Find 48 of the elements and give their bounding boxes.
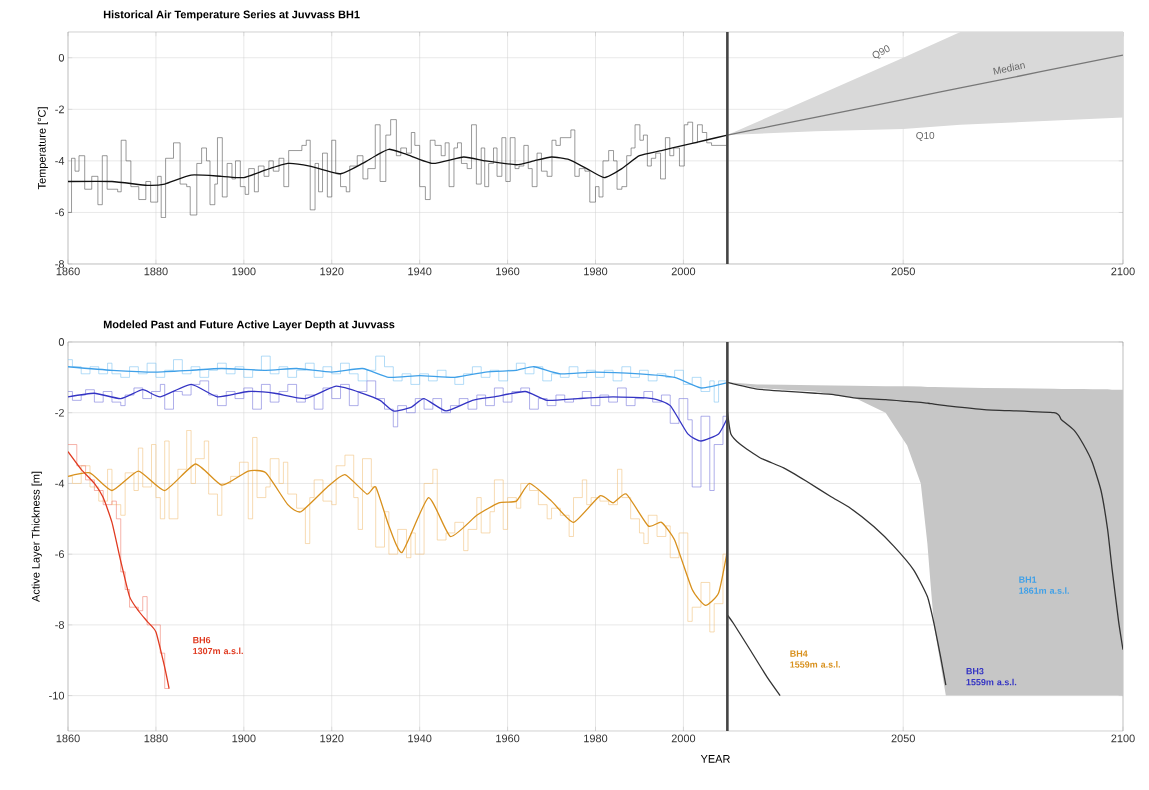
x-tick-label: 2100 xyxy=(1111,267,1135,276)
text: BH3 1559m a.s.l. xyxy=(966,668,1017,686)
y-tick-label: -4 xyxy=(55,157,65,165)
y-tick-label: -8 xyxy=(55,621,64,629)
x-tick-label: 1900 xyxy=(232,267,256,276)
x-tick-label: 2050 xyxy=(891,267,915,276)
x-tick-label: 1920 xyxy=(320,734,344,743)
text: BH1 1861m a.s.l. xyxy=(1019,576,1069,594)
y-axis-title: Temperature [°C] xyxy=(37,107,48,190)
annotation: Q10 xyxy=(916,131,935,141)
y-tick-label: -6 xyxy=(55,550,64,559)
x-tick-label: 2100 xyxy=(1111,734,1135,743)
chart-title: Historical Air Temperature Series at Juvvass BH1 xyxy=(103,10,360,21)
chart-title: Modeled Past and Future Active Layer Depth at Juvvass xyxy=(103,320,395,331)
y-tick-label: 0 xyxy=(58,338,65,346)
x-tick-label: 1940 xyxy=(408,734,432,743)
x-tick-label: 1920 xyxy=(320,267,344,276)
text: BH4 1559m a.s.l. xyxy=(790,650,840,668)
line-series xyxy=(68,383,729,442)
x-tick-label: 1900 xyxy=(232,734,256,743)
y-tick-label: -4 xyxy=(55,479,65,488)
y-tick-label: -8 xyxy=(55,260,64,268)
text: BH6 1307m a.s.l. xyxy=(193,636,243,655)
annotation: Q90 xyxy=(872,45,890,59)
x-tick-label: 1860 xyxy=(56,267,80,276)
line-series xyxy=(726,614,781,697)
x-tick-label: 1880 xyxy=(144,734,168,743)
y-axis-title: Active Layer Thickness [m] xyxy=(31,471,42,602)
x-tick-label: 2000 xyxy=(671,267,696,276)
line-series xyxy=(68,366,729,389)
x-tick-label: 1980 xyxy=(584,267,608,276)
y-tick-label: -2 xyxy=(55,408,64,417)
y-tick-label: -10 xyxy=(49,691,65,700)
y-tick-label: 0 xyxy=(58,53,65,62)
x-tick-label: 2050 xyxy=(891,734,915,743)
x-tick-label: 2000 xyxy=(671,734,696,743)
annotation: Median xyxy=(993,63,1026,75)
x-axis-title: YEAR xyxy=(700,755,730,763)
x-tick-label: 1880 xyxy=(144,267,168,276)
x-tick-label: 1980 xyxy=(584,734,608,743)
x-tick-label: 1960 xyxy=(496,734,520,743)
x-tick-label: 1940 xyxy=(408,267,432,276)
line-series xyxy=(68,463,729,607)
line-series xyxy=(68,134,729,187)
y-tick-label: -2 xyxy=(55,105,64,114)
y-tick-label: -6 xyxy=(55,208,64,217)
x-tick-label: 1860 xyxy=(56,734,80,743)
x-tick-label: 1960 xyxy=(496,267,520,276)
